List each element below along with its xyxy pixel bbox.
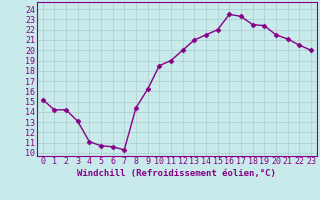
X-axis label: Windchill (Refroidissement éolien,°C): Windchill (Refroidissement éolien,°C) bbox=[77, 169, 276, 178]
